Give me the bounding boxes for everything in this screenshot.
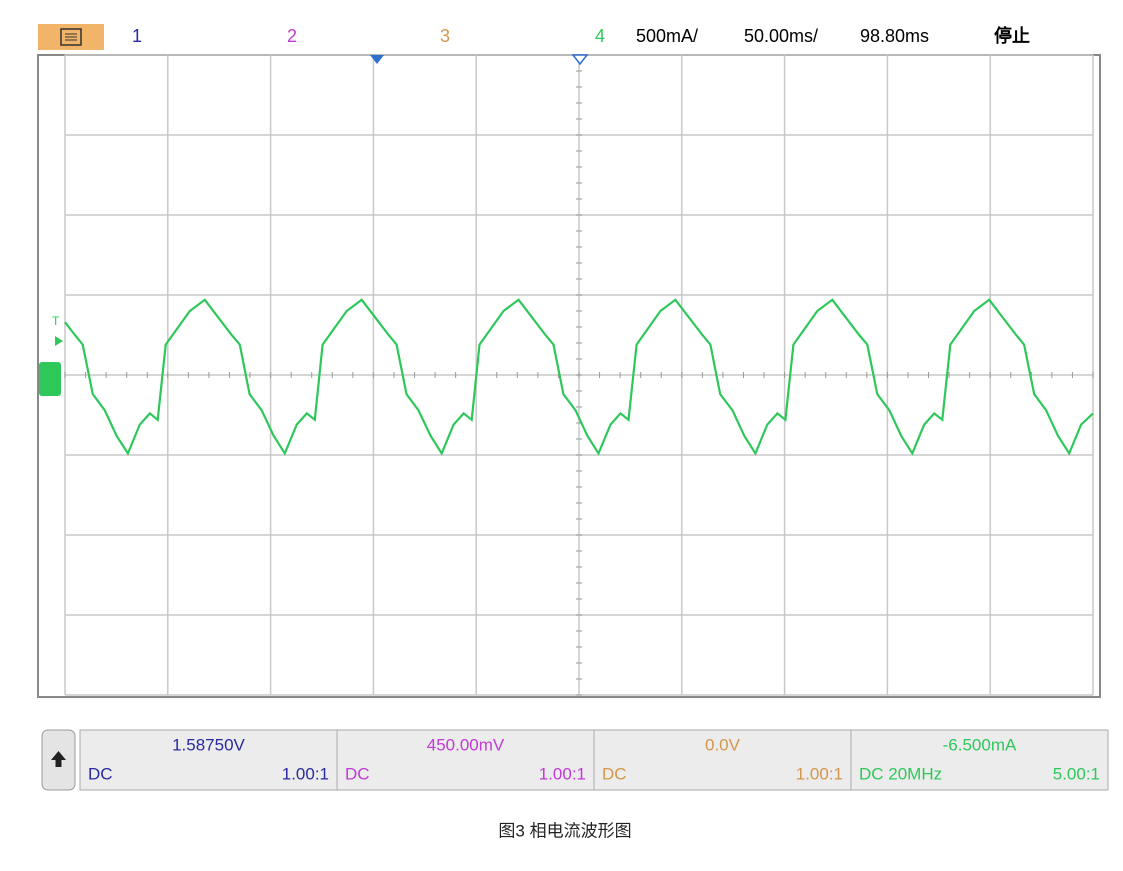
trigger-level-marker bbox=[55, 336, 63, 346]
panel-coupling: DC bbox=[345, 764, 370, 783]
panel-value: 450.00mV bbox=[427, 735, 505, 754]
panel-value: 0.0V bbox=[705, 735, 741, 754]
menu-icon bbox=[60, 28, 82, 46]
panel-ratio: 1.00:1 bbox=[539, 764, 586, 783]
channel-label[interactable]: 1 bbox=[132, 26, 142, 46]
up-arrow bbox=[51, 751, 66, 767]
trigger-label: T bbox=[52, 314, 60, 328]
delay: 98.80ms bbox=[860, 26, 929, 46]
channel-4-marker bbox=[39, 362, 61, 396]
panel-coupling: DC bbox=[602, 764, 627, 783]
panel-coupling: DC 20MHz bbox=[859, 764, 942, 783]
center-marker bbox=[571, 54, 589, 66]
caption: 图3 相电流波形图 bbox=[498, 821, 631, 840]
panel-ratio: 1.00:1 bbox=[796, 764, 843, 783]
panel-ratio: 1.00:1 bbox=[282, 764, 329, 783]
panel-value: 1.58750V bbox=[172, 735, 245, 754]
status: 停止 bbox=[994, 25, 1030, 46]
trigger-position-marker bbox=[370, 55, 384, 64]
channel-panel[interactable] bbox=[336, 729, 595, 791]
scale: 500mA/ bbox=[636, 26, 698, 46]
plot-frame bbox=[37, 54, 1101, 698]
waveform bbox=[64, 298, 1094, 456]
channel-panel[interactable] bbox=[850, 729, 1109, 791]
panel-value: -6.500mA bbox=[943, 735, 1017, 754]
channel-panel[interactable] bbox=[593, 729, 852, 791]
channel-label[interactable]: 3 bbox=[440, 26, 450, 46]
timebase: 50.00ms/ bbox=[744, 26, 818, 46]
channel-label[interactable]: 4 bbox=[595, 26, 605, 46]
channel-label[interactable]: 2 bbox=[287, 26, 297, 46]
channel-panel[interactable] bbox=[79, 729, 338, 791]
panel-ratio: 5.00:1 bbox=[1053, 764, 1100, 783]
panel-coupling: DC bbox=[88, 764, 113, 783]
